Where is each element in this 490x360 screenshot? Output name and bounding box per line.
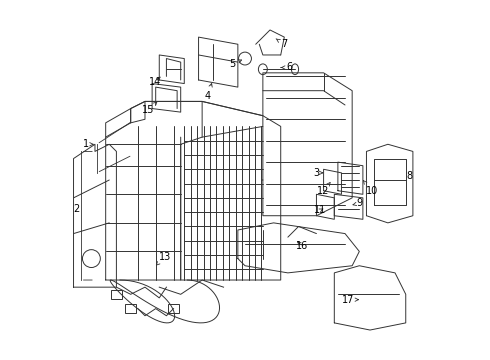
Text: 10: 10 <box>364 181 378 196</box>
Text: 2: 2 <box>74 203 79 213</box>
Text: 9: 9 <box>353 198 363 208</box>
Text: 12: 12 <box>318 183 330 196</box>
Text: 4: 4 <box>204 84 212 101</box>
Text: 7: 7 <box>276 39 288 49</box>
Bar <box>168 304 179 313</box>
Text: 8: 8 <box>406 171 413 181</box>
Bar <box>125 304 136 313</box>
Text: 13: 13 <box>156 252 171 265</box>
Text: 5: 5 <box>229 59 242 69</box>
Bar <box>111 290 122 298</box>
Text: 15: 15 <box>142 102 157 115</box>
Text: 1: 1 <box>83 139 89 149</box>
Text: 3: 3 <box>314 168 323 178</box>
Text: 14: 14 <box>149 77 161 87</box>
Text: 17: 17 <box>343 295 358 305</box>
Text: 6: 6 <box>281 63 293 72</box>
Text: 11: 11 <box>314 205 326 215</box>
Text: 16: 16 <box>296 241 308 251</box>
